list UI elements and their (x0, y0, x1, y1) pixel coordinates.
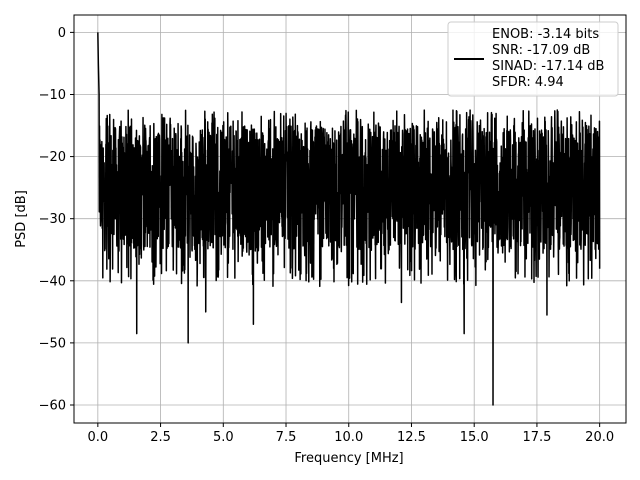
legend-enob: ENOB: -3.14 bits (492, 27, 599, 42)
x-tick-label: 20.0 (585, 430, 614, 445)
legend-snr: SNR: -17.09 dB (492, 43, 590, 58)
plot-area (97, 32, 601, 406)
psd-series-line (97, 32, 601, 406)
x-tick-label: 7.5 (276, 430, 297, 445)
x-tick-label: 0.0 (87, 430, 108, 445)
y-tick-label: −40 (39, 274, 66, 289)
x-tick-label: 15.0 (460, 430, 489, 445)
ticks: 0.0 2.5 5.0 7.5 10.0 12.5 15.0 17.5 20.0 0 −10 −20 −… (39, 26, 615, 445)
y-tick-label: −30 (39, 212, 66, 227)
x-tick-label: 2.5 (150, 430, 171, 445)
legend-box (447, 21, 619, 97)
x-axis-label: Frequency [MHz] (294, 451, 403, 466)
y-tick-label: −20 (39, 150, 66, 165)
y-tick-label: −50 (39, 336, 66, 351)
y-axis-label: PSD [dB] (14, 190, 29, 248)
x-tick-label: 17.5 (522, 430, 551, 445)
x-tick-label: 12.5 (397, 430, 426, 445)
legend-sinad: SINAD: -17.14 dB (492, 59, 604, 74)
x-tick-label: 5.0 (213, 430, 234, 445)
x-tick-label: 10.0 (334, 430, 363, 445)
y-tick-label: 0 (58, 26, 66, 41)
y-tick-label: −10 (39, 88, 66, 103)
y-tick-label: −60 (39, 398, 66, 413)
legend-sfdr: SFDR: 4.94 (492, 75, 564, 90)
legend: ENOB: -3.14 bits SNR: -17.09 dB SINAD: -… (447, 21, 619, 97)
